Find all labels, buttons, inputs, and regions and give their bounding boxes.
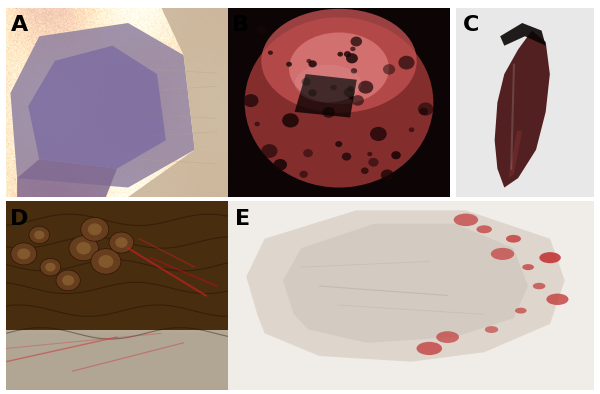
Circle shape [346, 53, 358, 63]
Circle shape [344, 51, 351, 57]
Ellipse shape [245, 17, 433, 188]
Circle shape [337, 52, 343, 57]
Circle shape [282, 113, 299, 128]
Circle shape [416, 342, 442, 355]
Circle shape [88, 223, 102, 235]
Text: C: C [463, 15, 479, 35]
Circle shape [491, 248, 514, 260]
Circle shape [257, 26, 266, 34]
Polygon shape [494, 31, 550, 188]
Circle shape [419, 108, 428, 115]
Circle shape [361, 167, 368, 174]
Circle shape [344, 88, 355, 97]
Circle shape [522, 264, 534, 270]
Text: E: E [235, 208, 250, 229]
Circle shape [268, 50, 273, 55]
Circle shape [91, 249, 121, 274]
Circle shape [76, 242, 91, 255]
Circle shape [322, 107, 335, 118]
Circle shape [331, 85, 337, 90]
Circle shape [349, 95, 353, 99]
Polygon shape [128, 8, 228, 197]
Circle shape [307, 59, 311, 63]
Circle shape [45, 263, 56, 271]
Bar [6, 329, 228, 390]
Circle shape [308, 89, 317, 97]
Circle shape [515, 308, 527, 314]
Circle shape [370, 127, 387, 141]
Polygon shape [10, 23, 194, 188]
Circle shape [17, 248, 30, 259]
Circle shape [69, 236, 98, 261]
Circle shape [274, 159, 287, 171]
Circle shape [350, 46, 356, 51]
Polygon shape [28, 46, 166, 169]
Circle shape [350, 37, 362, 46]
Circle shape [367, 152, 373, 156]
Circle shape [335, 141, 342, 147]
Circle shape [56, 270, 80, 291]
Circle shape [29, 226, 50, 244]
Circle shape [342, 152, 351, 161]
Circle shape [286, 62, 292, 67]
Circle shape [62, 275, 74, 286]
Circle shape [115, 237, 128, 248]
Circle shape [34, 230, 44, 239]
Circle shape [485, 326, 498, 333]
Circle shape [454, 214, 478, 226]
Circle shape [109, 232, 134, 253]
Circle shape [352, 95, 364, 106]
Circle shape [243, 94, 259, 107]
Circle shape [358, 81, 373, 94]
Circle shape [391, 151, 401, 159]
Circle shape [308, 60, 317, 67]
Circle shape [302, 78, 311, 85]
Polygon shape [247, 210, 565, 362]
Circle shape [547, 294, 568, 305]
Text: D: D [10, 208, 29, 229]
Ellipse shape [262, 9, 417, 113]
Circle shape [98, 255, 113, 268]
Ellipse shape [289, 32, 389, 104]
Bar [6, 201, 228, 333]
Polygon shape [508, 131, 522, 178]
Circle shape [383, 64, 395, 74]
Circle shape [351, 68, 357, 74]
Circle shape [436, 331, 459, 343]
Circle shape [299, 171, 308, 178]
Circle shape [506, 235, 521, 243]
Circle shape [398, 56, 415, 69]
Ellipse shape [295, 65, 361, 102]
Circle shape [261, 144, 278, 158]
Circle shape [381, 169, 394, 180]
Circle shape [254, 122, 260, 126]
Circle shape [40, 258, 61, 276]
Circle shape [347, 86, 354, 92]
Polygon shape [17, 159, 117, 197]
Polygon shape [500, 23, 546, 46]
Polygon shape [283, 224, 528, 343]
Circle shape [303, 149, 313, 157]
Circle shape [11, 243, 37, 265]
Circle shape [533, 283, 545, 289]
Circle shape [368, 158, 379, 167]
Circle shape [476, 225, 492, 233]
Circle shape [418, 102, 433, 115]
Polygon shape [295, 74, 357, 117]
Circle shape [81, 217, 109, 241]
Text: B: B [232, 15, 250, 35]
Circle shape [539, 252, 561, 263]
Circle shape [409, 127, 415, 132]
Text: A: A [10, 15, 28, 35]
